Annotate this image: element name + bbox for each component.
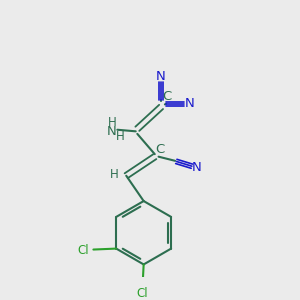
Text: H: H (108, 116, 116, 129)
Text: N: N (156, 70, 166, 83)
Text: Cl: Cl (77, 244, 88, 257)
Text: H: H (116, 130, 125, 143)
Text: N: N (192, 161, 202, 174)
Text: Cl: Cl (136, 287, 148, 300)
Text: H: H (110, 168, 118, 181)
Text: N: N (107, 125, 117, 138)
Text: N: N (185, 97, 194, 110)
Text: C: C (162, 90, 171, 104)
Text: C: C (156, 143, 165, 156)
